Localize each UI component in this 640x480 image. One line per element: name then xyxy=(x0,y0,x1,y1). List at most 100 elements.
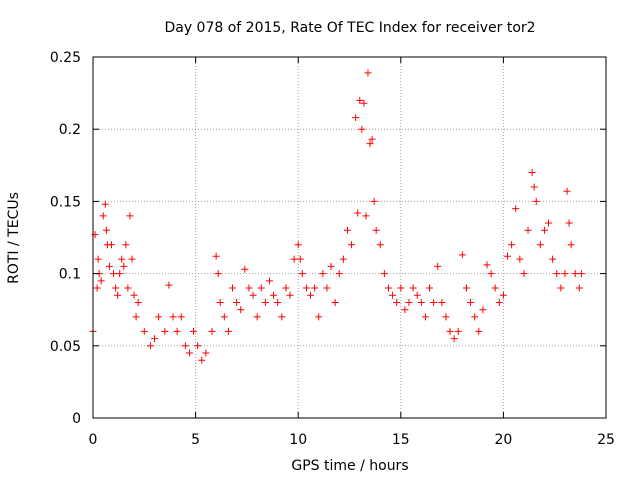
data-point xyxy=(446,327,454,335)
data-point xyxy=(323,284,331,292)
data-point xyxy=(212,252,220,260)
data-point xyxy=(169,313,177,321)
data-point xyxy=(122,241,130,249)
data-point xyxy=(290,255,298,263)
data-point xyxy=(245,284,253,292)
x-tick-label: 20 xyxy=(494,432,512,448)
data-point xyxy=(93,284,101,292)
data-point xyxy=(571,270,579,278)
data-point xyxy=(302,284,310,292)
data-point xyxy=(97,277,105,285)
data-point xyxy=(185,349,193,357)
data-point xyxy=(130,291,138,299)
data-point xyxy=(216,298,224,306)
data-point xyxy=(181,342,189,350)
data-point xyxy=(577,270,585,278)
data-point xyxy=(315,313,323,321)
data-point xyxy=(516,255,524,263)
data-point xyxy=(173,327,181,335)
data-point xyxy=(450,335,458,343)
data-point xyxy=(354,209,362,217)
data-point xyxy=(198,356,206,364)
data-point xyxy=(194,342,202,350)
data-point xyxy=(508,241,516,249)
data-point xyxy=(140,327,148,335)
data-point xyxy=(426,284,434,292)
chart-title: Day 078 of 2015, Rate Of TEC Index for r… xyxy=(164,20,535,36)
data-point xyxy=(202,349,210,357)
x-tick-label: 15 xyxy=(392,432,410,448)
data-point xyxy=(491,284,499,292)
data-point xyxy=(155,313,163,321)
data-point xyxy=(220,313,228,321)
data-point xyxy=(348,241,356,249)
data-point xyxy=(298,270,306,278)
data-point xyxy=(214,270,222,278)
x-axis-label: GPS time / hours xyxy=(291,458,408,474)
data-point xyxy=(307,291,315,299)
data-point xyxy=(575,284,583,292)
data-point xyxy=(253,313,261,321)
plot-frame xyxy=(92,56,607,419)
axis-ticks: 0 0.05 0.1 0.15 0.2 0.25 0 5 10 15 20 25 xyxy=(50,50,615,448)
data-point xyxy=(434,262,442,270)
data-point xyxy=(467,298,475,306)
data-point xyxy=(567,241,575,249)
data-point xyxy=(265,277,273,285)
data-point xyxy=(417,298,425,306)
data-point xyxy=(116,270,124,278)
data-point xyxy=(124,284,132,292)
data-point xyxy=(362,212,370,220)
data-point xyxy=(257,284,265,292)
data-point xyxy=(532,197,540,205)
data-point xyxy=(165,281,173,289)
data-point xyxy=(430,298,438,306)
data-point xyxy=(237,306,245,314)
data-point xyxy=(335,270,343,278)
data-point xyxy=(296,255,304,263)
data-point xyxy=(261,298,269,306)
data-point xyxy=(190,327,198,335)
data-point xyxy=(282,284,290,292)
data-point xyxy=(545,219,553,227)
data-point xyxy=(413,291,421,299)
data-point xyxy=(327,262,335,270)
data-point xyxy=(370,197,378,205)
x-tick-label: 10 xyxy=(289,432,307,448)
data-point xyxy=(352,114,360,122)
data-point xyxy=(360,99,368,107)
data-point xyxy=(107,241,115,249)
data-point xyxy=(249,291,257,299)
data-point xyxy=(389,291,397,299)
grid-lines xyxy=(93,57,606,418)
data-point xyxy=(557,284,565,292)
data-point xyxy=(114,291,122,299)
data-point xyxy=(540,226,548,234)
data-point xyxy=(331,298,339,306)
data-point xyxy=(401,306,409,314)
data-point xyxy=(319,270,327,278)
data-point xyxy=(358,125,366,133)
data-point xyxy=(393,298,401,306)
data-point xyxy=(208,327,216,335)
data-point xyxy=(102,226,110,234)
data-point xyxy=(339,255,347,263)
data-point xyxy=(132,313,140,321)
y-tick-label: 0.1 xyxy=(59,267,81,283)
data-point xyxy=(397,284,405,292)
data-point xyxy=(274,298,282,306)
data-point xyxy=(530,183,538,191)
data-point xyxy=(512,205,520,213)
data-point xyxy=(343,226,351,234)
data-point xyxy=(105,262,113,270)
data-point xyxy=(161,327,169,335)
data-point xyxy=(405,298,413,306)
data-point xyxy=(233,298,241,306)
data-point xyxy=(146,342,154,350)
data-point xyxy=(487,270,495,278)
y-tick-label: 0.2 xyxy=(59,122,81,138)
data-point xyxy=(224,327,232,335)
data-point xyxy=(151,335,159,343)
data-point xyxy=(384,284,392,292)
data-point xyxy=(536,241,544,249)
